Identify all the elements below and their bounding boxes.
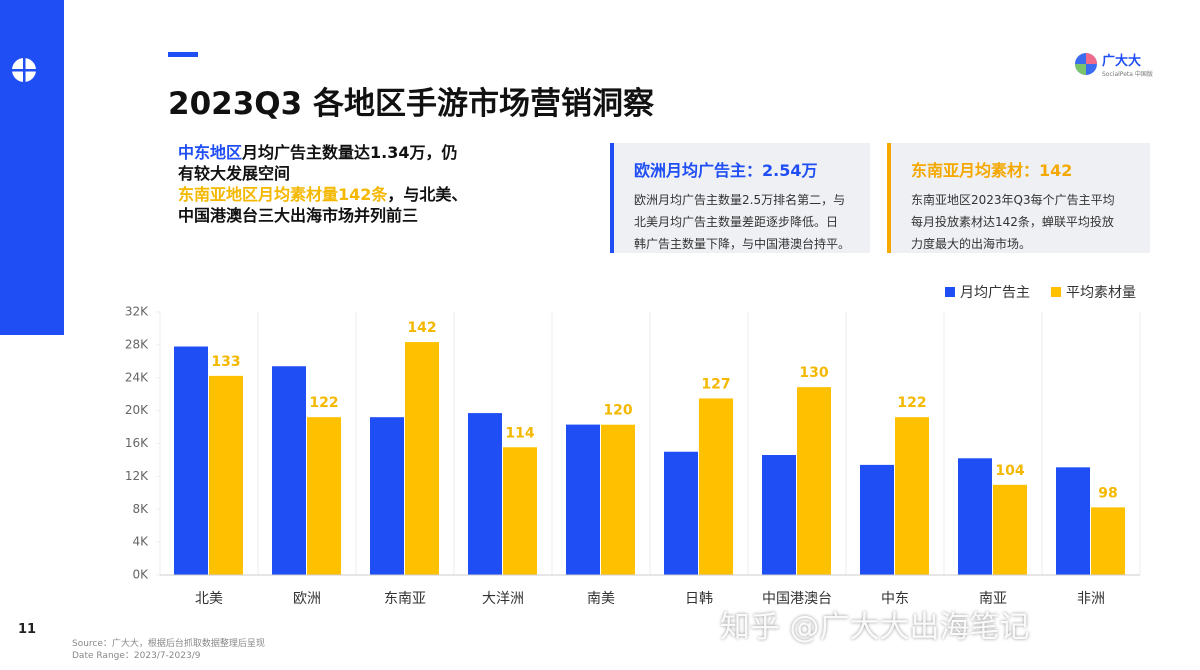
side-band (0, 0, 64, 335)
bar (468, 413, 502, 575)
highlight-line: 有较大发展空间 (178, 163, 467, 184)
y-tick-label: 8K (132, 502, 149, 516)
y-tick-label: 20K (125, 403, 149, 417)
card-line: 韩广告主数量下降，与中国港澳台持平。 (634, 237, 851, 251)
value-label: 122 (897, 395, 926, 411)
value-label: 120 (603, 403, 632, 419)
highlight-line: 东南亚地区月均素材量142条，与北美、 (178, 184, 467, 205)
value-label: 98 (1098, 485, 1117, 501)
watermark: 知乎 @广大大出海笔记 (720, 610, 1030, 645)
bar (762, 455, 796, 575)
x-tick-label: 大洋洲 (482, 591, 524, 607)
page-number: 11 (18, 622, 37, 637)
highlight-segment: 中国港澳台三大出海市场并列前三 (178, 206, 419, 225)
x-tick-label: 非洲 (1077, 591, 1105, 607)
x-tick-label: 北美 (195, 591, 223, 607)
highlight-segment: 月均广告主数量达1.34万，仍 (242, 143, 458, 162)
bar (209, 375, 243, 575)
bar (566, 424, 600, 575)
x-tick-label: 欧洲 (293, 591, 321, 607)
card-line: 欧洲月均广告主数量2.5万排名第二，与 (634, 193, 846, 207)
highlight-line: 中东地区月均广告主数量达1.34万，仍 (178, 142, 467, 163)
card-line: 东南亚地区2023年Q3每个广告主平均 (911, 193, 1115, 207)
footer: Source：广大大，根据后台抓取数据整理后呈现 Date Range：2023… (72, 638, 265, 662)
legend-swatch (1051, 287, 1061, 297)
card-line: 北美月均广告主数量差距逐步降低。日 (634, 215, 839, 229)
card-title: 欧洲月均广告主：2.54万 (634, 161, 818, 180)
legend-label: 平均素材量 (1066, 285, 1136, 301)
info-card: 东南亚月均素材：142 东南亚地区2023年Q3每个广告主平均 每月投放素材达142… (887, 143, 1150, 253)
highlights: 中东地区月均广告主数量达1.34万，仍 有较大发展空间 东南亚地区月均素材量142条… (178, 142, 467, 226)
source: Source：广大大，根据后台抓取数据整理后呈现 (72, 639, 265, 649)
value-label: 142 (407, 320, 436, 336)
value-label: 127 (701, 376, 730, 392)
x-tick-label: 南美 (587, 591, 615, 607)
bar (699, 398, 733, 575)
x-tick-label: 中东 (881, 591, 909, 607)
highlight-segment: ，与北美、 (387, 185, 468, 204)
bar (601, 424, 635, 575)
bar (307, 417, 341, 575)
bar (895, 417, 929, 575)
bar (405, 342, 439, 575)
bar (860, 464, 894, 575)
info-card: 欧洲月均广告主：2.54万欧洲月均广告主数量2.5万排名第二，与 北美月均广告主数… (610, 143, 870, 253)
card-line: 每月投放素材达142条，蝉联平均投放 (911, 215, 1114, 229)
y-tick-label: 4K (132, 535, 149, 549)
x-tick-label: 南亚 (979, 591, 1007, 607)
logo-icon (1075, 53, 1097, 75)
logo-text: 广大大 (1102, 54, 1142, 69)
logo: 广大大 SocialPeta 中国版 (1074, 50, 1153, 78)
title-dash (168, 52, 198, 57)
value-label: 133 (211, 354, 240, 370)
highlight-line: 中国港澳台三大出海市场并列前三 (178, 205, 467, 226)
bar (174, 346, 208, 575)
y-tick-label: 32K (125, 305, 149, 319)
logo-sub: SocialPeta 中国版 (1102, 71, 1153, 78)
value-label: 104 (995, 463, 1024, 479)
y-tick-label: 24K (125, 370, 149, 384)
highlight-segment: 东南亚地区月均素材量142条 (178, 185, 388, 204)
x-tick-label: 东南亚 (384, 591, 426, 607)
y-tick-label: 0K (132, 568, 149, 582)
legend-label: 月均广告主 (960, 285, 1030, 301)
highlight-segment: 中东地区 (178, 143, 243, 162)
bar (503, 447, 537, 575)
card-line: 力度最大的出海市场。 (911, 237, 1032, 251)
title: 2023Q3 各地区手游市场营销洞察 (168, 86, 654, 122)
bar (664, 451, 698, 575)
bar (272, 366, 306, 575)
value-label: 130 (799, 365, 828, 381)
side-icon (12, 58, 36, 82)
y-tick-label: 28K (125, 337, 149, 351)
bar (1091, 507, 1125, 575)
value-label: 114 (505, 425, 534, 441)
chart: 0K 4K 8K 12K 16K 20K 24K 28K 32K 北美 133 欧洲 122 东南亚 142… (125, 285, 1141, 607)
x-tick-label: 日韩 (685, 591, 713, 607)
y-tick-label: 16K (125, 436, 149, 450)
bar (958, 458, 992, 575)
x-tick-label: 中国港澳台 (762, 591, 832, 607)
bar (797, 387, 831, 575)
bar (993, 484, 1027, 575)
bar (370, 417, 404, 575)
date-range: Date Range：2023/7-2023/9 (72, 651, 201, 661)
card-title: 东南亚月均素材：142 (911, 161, 1073, 180)
bar (1056, 467, 1090, 575)
value-label: 122 (309, 395, 338, 411)
legend-swatch (945, 287, 955, 297)
y-tick-label: 12K (125, 469, 149, 483)
highlight-segment: 有较大发展空间 (178, 164, 291, 183)
